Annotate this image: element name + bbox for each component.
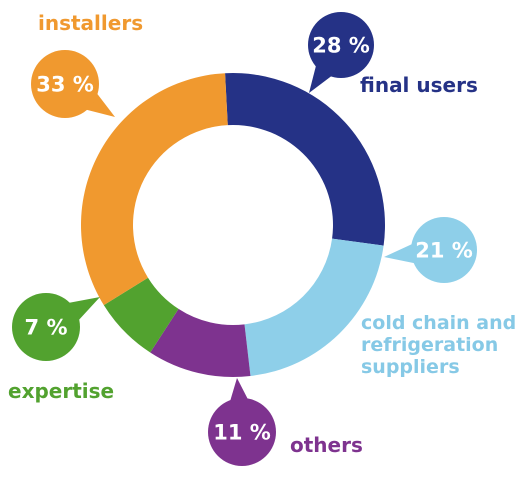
data-label: 33 % xyxy=(36,73,94,97)
donut-slice-others xyxy=(150,308,251,377)
bubble-circle xyxy=(308,12,374,78)
category-labels: final users cold chain and refrigeration su… xyxy=(8,11,516,457)
data-label: 28 % xyxy=(312,34,370,58)
category-label: others xyxy=(290,433,363,457)
donut-slice-cold xyxy=(244,238,384,376)
category-label: expertise xyxy=(8,379,114,403)
donut-slices xyxy=(80,73,385,377)
value-bubble: 28 % xyxy=(308,12,374,93)
category-label: installers xyxy=(38,11,143,35)
value-bubble: 7 % xyxy=(12,293,100,361)
value-bubbles: 28 % 21 % 11 % 7 % 33 % xyxy=(12,12,477,466)
value-bubble: 21 % xyxy=(384,217,477,283)
category-label: final users xyxy=(360,73,478,97)
value-bubble: 11 % xyxy=(208,378,276,466)
bubble-circle xyxy=(208,398,276,466)
bubble-circle xyxy=(31,50,99,118)
category-label: cold chain and refrigeration suppliers xyxy=(361,312,516,378)
donut-slice-final xyxy=(225,73,385,246)
data-label: 7 % xyxy=(25,316,68,340)
donut-slice-expertise xyxy=(103,277,179,353)
bubble-circle xyxy=(12,293,80,361)
value-bubble: 33 % xyxy=(31,50,115,118)
donut-slice-installers xyxy=(80,73,228,306)
data-label: 11 % xyxy=(213,421,271,445)
data-label: 21 % xyxy=(415,239,473,263)
bubble-circle xyxy=(411,217,477,283)
